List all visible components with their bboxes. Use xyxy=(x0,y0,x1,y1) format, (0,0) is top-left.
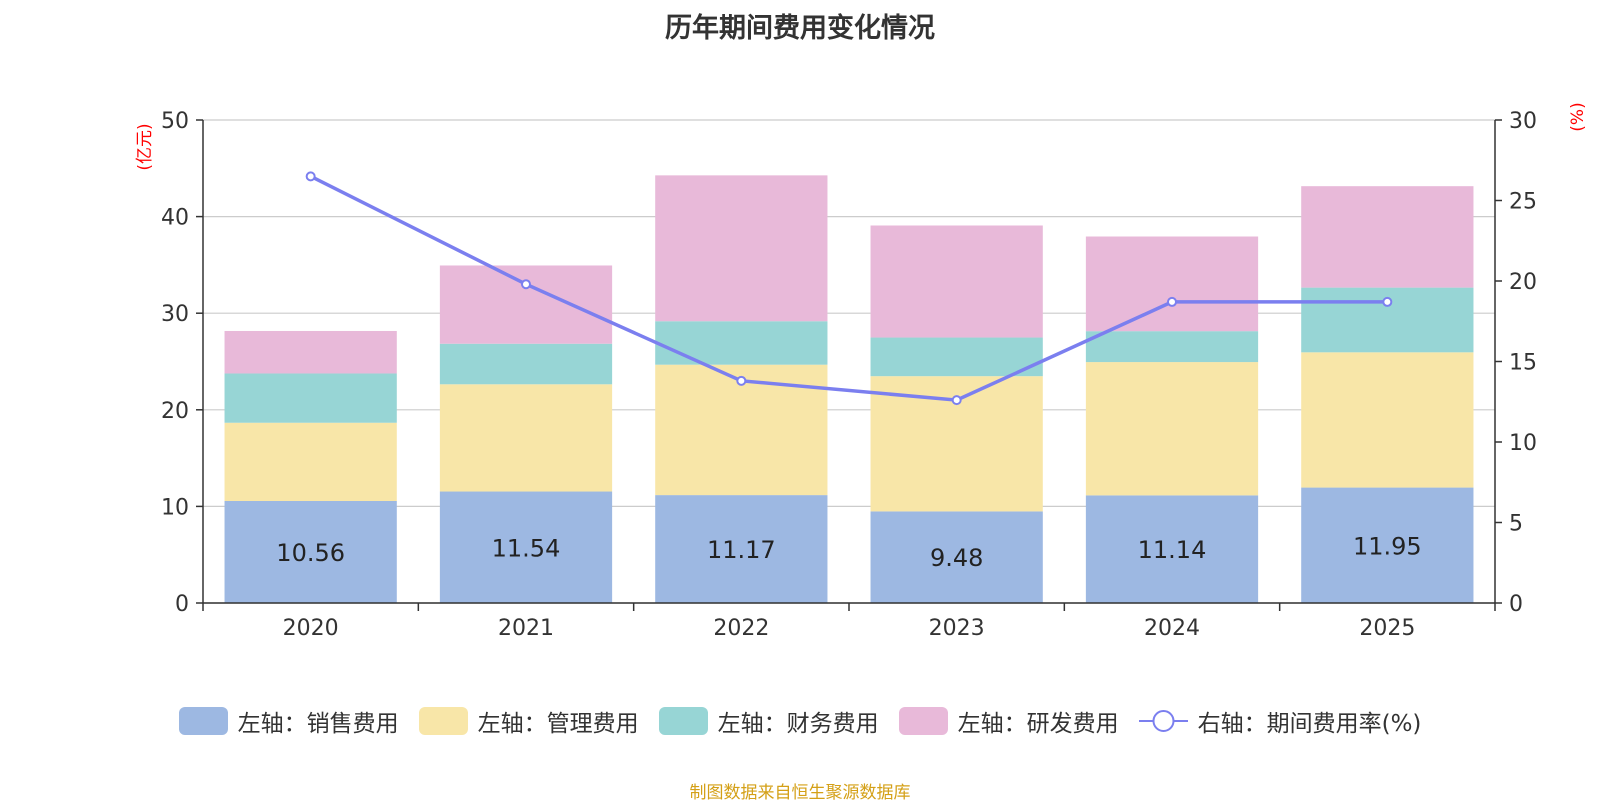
bar-data-label: 11.17 xyxy=(707,536,776,564)
rate-line xyxy=(309,174,1388,402)
y-right-tick-label: 30 xyxy=(1509,109,1537,134)
bar-segment xyxy=(1085,236,1259,332)
x-tick-label: 2022 xyxy=(713,616,769,641)
rate-point xyxy=(1167,296,1177,307)
y-left-axis-label: (亿元) xyxy=(135,123,155,170)
bar-segment xyxy=(1085,331,1259,363)
bar-segment xyxy=(655,495,828,603)
bar-segment xyxy=(224,500,397,603)
legend-label: 左轴：销售费用 xyxy=(237,711,399,737)
bar-segment xyxy=(870,225,1043,338)
bar-segment xyxy=(1085,362,1259,496)
bar-data-label: 11.14 xyxy=(1138,536,1207,564)
legend-label: 右轴：期间费用率(%) xyxy=(1197,711,1422,737)
chart-title: 历年期间费用变化情况 xyxy=(665,13,935,44)
rate-point xyxy=(951,395,962,406)
bar-data-label: 11.54 xyxy=(492,534,561,562)
legend-swatch xyxy=(898,707,948,735)
y-right-tick-label: 20 xyxy=(1509,270,1537,295)
y-left-tick-label: 20 xyxy=(161,399,189,424)
legend-item[interactable]: 左轴：研发费用 xyxy=(898,704,1119,738)
rate-point xyxy=(521,279,531,290)
bar-segment xyxy=(224,422,397,501)
y-left-tick-label: 40 xyxy=(161,206,189,231)
legend-swatch xyxy=(658,707,708,735)
legend-item[interactable]: 右轴：期间费用率(%) xyxy=(1138,704,1422,738)
bar-segment xyxy=(1085,495,1259,603)
y-left-tick-label: 10 xyxy=(161,495,189,520)
legend-item[interactable]: 左轴：销售费用 xyxy=(178,704,399,738)
y-left-tick-label: 30 xyxy=(161,302,189,327)
y-right-tick-label: 5 xyxy=(1509,512,1523,537)
x-tick-label: 2020 xyxy=(283,616,339,641)
bar-segment xyxy=(870,337,1043,377)
y-right-axis-label: (%) xyxy=(1568,102,1588,131)
bar-segment xyxy=(870,511,1043,603)
bar-segment xyxy=(439,265,613,344)
bar-segment xyxy=(439,491,613,603)
y-left-tick-label: 0 xyxy=(175,592,189,617)
bar-segment xyxy=(439,343,613,385)
bar-segment xyxy=(1301,352,1474,488)
bar-segment xyxy=(655,175,828,322)
y-right-tick-label: 10 xyxy=(1509,431,1537,456)
rate-point xyxy=(1382,296,1393,307)
rate-point xyxy=(305,171,316,182)
bar-data-label: 11.95 xyxy=(1353,532,1422,560)
legend-swatch xyxy=(418,707,468,735)
legend-item[interactable]: 左轴：管理费用 xyxy=(418,704,639,738)
y-right-tick-label: 25 xyxy=(1509,190,1537,215)
legend-label: 左轴：管理费用 xyxy=(477,711,639,737)
legend-item[interactable]: 左轴：财务费用 xyxy=(658,704,879,738)
x-tick-label: 2023 xyxy=(929,616,985,641)
x-tick-label: 2021 xyxy=(498,616,554,641)
bar-data-label: 9.48 xyxy=(930,544,983,572)
bar-data-label: 10.56 xyxy=(276,539,345,567)
source-note: 制图数据来自恒生聚源数据库 xyxy=(689,783,911,803)
legend-swatch xyxy=(178,707,228,735)
legend-line-swatch xyxy=(1138,710,1188,732)
x-tick-label: 2025 xyxy=(1359,616,1415,641)
y-right-tick-label: 15 xyxy=(1509,351,1537,376)
bar-segment xyxy=(224,373,397,423)
bar-segment xyxy=(439,384,613,492)
bar-segment xyxy=(224,330,397,374)
bar-segment xyxy=(1301,487,1474,603)
legend-label: 左轴：财务费用 xyxy=(717,711,879,737)
x-tick-label: 2024 xyxy=(1144,616,1200,641)
y-right-tick-label: 0 xyxy=(1509,592,1523,617)
legend-label: 左轴：研发费用 xyxy=(957,711,1119,737)
legend: 左轴：销售费用 左轴：管理费用 左轴：财务费用 左轴：研发费用 右轴：期间费用率(%) xyxy=(0,704,1600,738)
bar-segment xyxy=(655,321,828,365)
rate-point xyxy=(736,375,747,386)
y-left-tick-label: 50 xyxy=(161,109,189,134)
bar-segment xyxy=(1301,186,1474,288)
